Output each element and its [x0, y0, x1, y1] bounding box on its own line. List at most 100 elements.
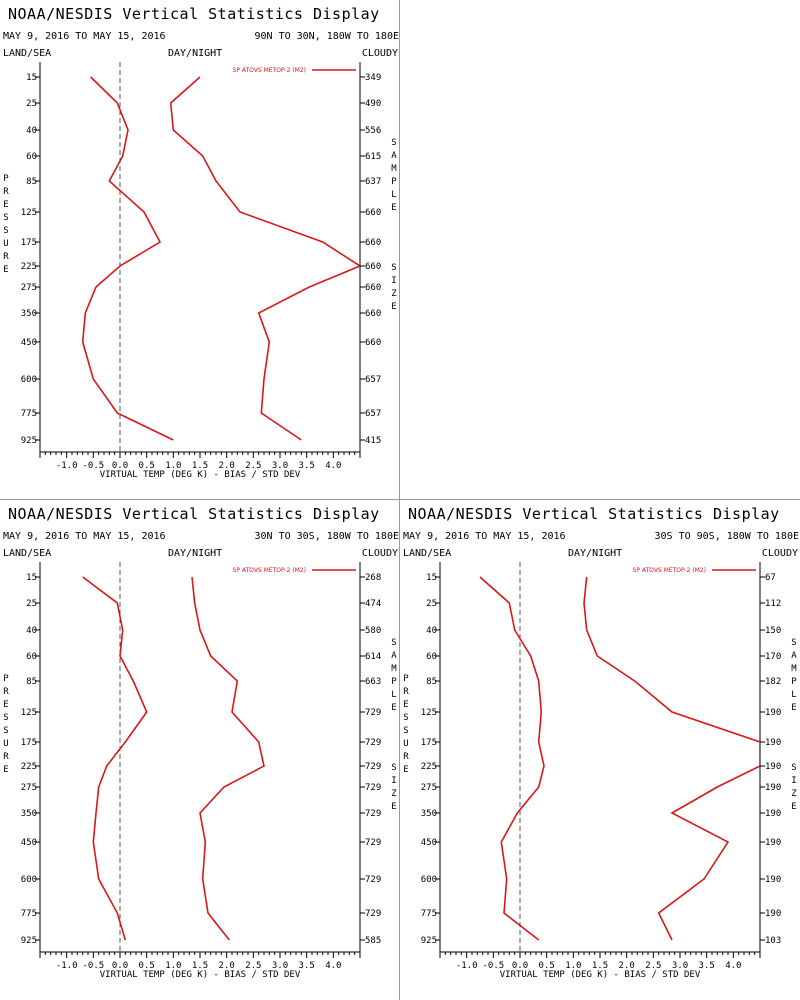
axes-frame: [39, 62, 361, 453]
x-tick-label: 0.5: [539, 961, 555, 971]
pressure-level-label: 25: [26, 599, 37, 609]
x-tick-label: 2.0: [619, 961, 635, 971]
x-tick-label: -1.0: [456, 961, 478, 971]
pressure-level-label: 25: [26, 99, 37, 109]
x-tick-label: 1.5: [192, 461, 208, 471]
sample-size-label: 474: [365, 599, 381, 609]
pressure-level-label: 15: [26, 573, 37, 583]
sample-size-label: 729: [365, 838, 381, 848]
pressure-level-label: 925: [21, 936, 37, 946]
pressure-level-label: 40: [426, 626, 437, 636]
chart-title: NOAA/NESDIS Vertical Statistics Display: [8, 5, 380, 23]
axes-frame: [39, 562, 361, 953]
y-axis-label: P R E S S U R E: [3, 674, 9, 775]
pressure-level-label: 40: [26, 626, 37, 636]
sample-size-label: 268: [365, 573, 381, 583]
pressure-level-label: 175: [21, 738, 37, 748]
region-label: 30S TO 90S, 180W TO 180E: [654, 531, 800, 542]
sample-label: S A M P L E: [391, 138, 397, 213]
sample-size-label: 663: [365, 677, 381, 687]
pressure-level-label: 125: [21, 208, 37, 218]
sample-size-label: 660: [365, 262, 381, 272]
pressure-level-label: 175: [421, 738, 437, 748]
land-sea-label: LAND/SEA: [403, 548, 452, 559]
pressure-level-label: 25: [426, 599, 437, 609]
y-axis-label: P R E S S U R E: [403, 674, 409, 775]
sample-size-label: 585: [365, 936, 381, 946]
sample-size-label: 103: [765, 936, 781, 946]
region-label: 30N TO 30S, 180W TO 180E: [254, 531, 400, 542]
sample-label: S A M P L E: [791, 638, 797, 713]
panel-30n-30s: NOAA/NESDIS Vertical Statistics Display M…: [0, 500, 400, 1000]
date-range: MAY 9, 2016 TO MAY 15, 2016: [3, 531, 166, 542]
x-axis-label: VIRTUAL TEMP (DEG K) - BIAS / STD DEV: [100, 470, 301, 480]
sample-size-label: 415: [365, 436, 381, 446]
pressure-level-label: 60: [26, 152, 37, 162]
pressure-level-label: 175: [21, 238, 37, 248]
size-label: S I Z E: [791, 763, 797, 812]
sample-size-label: 190: [765, 838, 781, 848]
x-tick-label: 2.5: [245, 461, 261, 471]
pressure-level-label: 450: [21, 338, 37, 348]
pressure-level-label: 775: [21, 409, 37, 419]
pressure-level-label: 125: [21, 708, 37, 718]
sample-size-label: 150: [765, 626, 781, 636]
chart-title: NOAA/NESDIS Vertical Statistics Display: [8, 505, 380, 523]
axes-frame: [439, 562, 761, 953]
sample-size-label: 729: [365, 762, 381, 772]
x-tick-label: 0.5: [139, 461, 155, 471]
bias-line: [81, 76, 174, 441]
x-tick-label: -0.5: [482, 961, 504, 971]
sample-size-label: 614: [365, 652, 381, 662]
pressure-level-label: 600: [21, 875, 37, 885]
day-night-label: DAY/NIGHT: [168, 548, 223, 559]
x-axis-label: VIRTUAL TEMP (DEG K) - BIAS / STD DEV: [500, 970, 701, 980]
horizontal-divider: [0, 499, 800, 500]
cloudy-label: CLOUDY: [361, 548, 398, 559]
pressure-level-label: 600: [21, 375, 37, 385]
chart-svg: -1.0 -0.5 0.0 0.5 1.0 1.5 2.0 2.5 3.0 3.5 4.0 VIRTU…: [21, 562, 381, 980]
pressure-level-label: 925: [21, 436, 37, 446]
sample-size-label: 190: [765, 809, 781, 819]
land-sea-label: LAND/SEA: [3, 548, 52, 559]
sample-size-label: 657: [365, 375, 381, 385]
pressure-level-label: 275: [21, 783, 37, 793]
std-dev-line: [169, 76, 360, 441]
sample-label: S A M P L E: [391, 638, 397, 713]
sample-size-label: 580: [365, 626, 381, 636]
x-tick-label: 4.0: [325, 461, 341, 471]
std-dev-line: [583, 576, 760, 941]
legend-label: SP ATOVS METOP-2 (M2): [233, 67, 306, 74]
sample-size-label: 182: [765, 677, 781, 687]
x-axis-label: VIRTUAL TEMP (DEG K) - BIAS / STD DEV: [100, 970, 301, 980]
sample-size-label: 67: [765, 573, 776, 583]
sample-size-label: 190: [765, 708, 781, 718]
sample-size-label: 190: [765, 875, 781, 885]
vertical-divider: [399, 0, 400, 1000]
sample-size-label: 729: [365, 738, 381, 748]
pressure-level-label: 60: [26, 652, 37, 662]
pressure-level-label: 85: [26, 677, 37, 687]
x-tick-label: 1.5: [592, 961, 608, 971]
chart-svg: -1.0 -0.5 0.0 0.5 1.0 1.5 2.0 2.5 3.0 3.5 4.0 VIRTU…: [421, 562, 781, 980]
pressure-level-label: 350: [21, 809, 37, 819]
x-tick-label: 3.5: [299, 461, 315, 471]
sample-size-label: 657: [365, 409, 381, 419]
x-tick-label: 2.0: [219, 961, 235, 971]
pressure-level-label: 40: [26, 126, 37, 136]
x-tick-label: -0.5: [82, 961, 104, 971]
sample-size-label: 660: [365, 309, 381, 319]
bias-line: [82, 576, 148, 941]
pressure-level-label: 450: [21, 838, 37, 848]
x-tick-label: 0.5: [139, 961, 155, 971]
x-tick-label: 3.0: [272, 961, 288, 971]
x-tick-label: 2.0: [219, 461, 235, 471]
pressure-level-label: 85: [26, 177, 37, 187]
pressure-level-label: 15: [26, 73, 37, 83]
pressure-level-label: 85: [426, 677, 437, 687]
x-tick-label: 3.0: [272, 461, 288, 471]
x-tick-label: -1.0: [56, 961, 78, 971]
x-tick-label: 1.0: [565, 961, 581, 971]
region-label: 90N TO 30N, 180W TO 180E: [254, 31, 400, 42]
x-tick-label: 2.5: [245, 961, 261, 971]
